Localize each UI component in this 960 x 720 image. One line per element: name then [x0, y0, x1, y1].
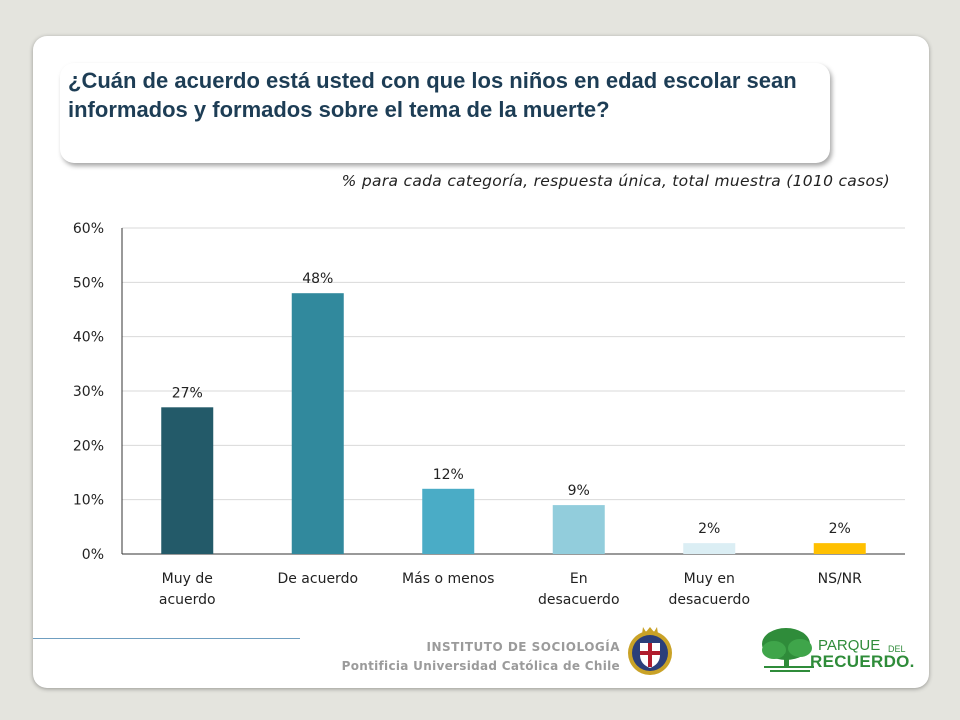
- question-title: ¿Cuán de acuerdo está usted con que los …: [68, 68, 797, 122]
- data-label: 12%: [433, 467, 464, 483]
- y-tick-label: 60%: [73, 221, 104, 237]
- x-tick-label: Muy en: [684, 571, 735, 587]
- bar: [422, 488, 475, 554]
- x-tick-label: Muy de: [162, 571, 213, 587]
- data-label: 2%: [698, 521, 720, 537]
- x-tick-label: Más o menos: [402, 571, 494, 587]
- park-logo-word-parque: PARQUE: [818, 637, 881, 654]
- y-tick-label: 30%: [73, 384, 104, 400]
- data-label: 2%: [829, 521, 851, 537]
- data-label: 27%: [172, 385, 203, 401]
- bar: [291, 293, 344, 554]
- bar: [161, 407, 214, 554]
- y-tick-label: 50%: [73, 275, 104, 291]
- y-tick-label: 0%: [82, 547, 104, 563]
- x-tick-label: NS/NR: [818, 571, 863, 587]
- bar: [813, 543, 866, 554]
- data-label: 48%: [302, 271, 333, 287]
- x-tick-label: desacuerdo: [538, 592, 620, 608]
- x-tick-label: En: [570, 571, 588, 587]
- bar: [552, 505, 605, 554]
- footer-divider: [33, 638, 300, 639]
- park-tree-icon: [762, 628, 814, 672]
- chart-subtitle: % para cada categoría, respuesta única, …: [341, 172, 890, 190]
- park-logo-word-del: DEL: [888, 644, 906, 654]
- bar: [683, 543, 736, 554]
- y-tick-label: 40%: [73, 330, 104, 346]
- university-name: Pontificia Universidad Católica de Chile: [341, 659, 620, 673]
- x-tick-label: acuerdo: [159, 592, 216, 608]
- institute-name: INSTITUTO DE SOCIOLOGÍA: [426, 640, 620, 654]
- university-seal-icon: [628, 627, 672, 675]
- data-label: 9%: [568, 483, 590, 499]
- y-tick-label: 20%: [73, 438, 104, 454]
- y-tick-label: 10%: [73, 493, 104, 509]
- park-logo-word-recuerdo: RECUERDO.: [810, 652, 915, 671]
- x-tick-label: desacuerdo: [668, 592, 750, 608]
- x-tick-label: De acuerdo: [277, 571, 358, 587]
- question-box: [60, 63, 830, 163]
